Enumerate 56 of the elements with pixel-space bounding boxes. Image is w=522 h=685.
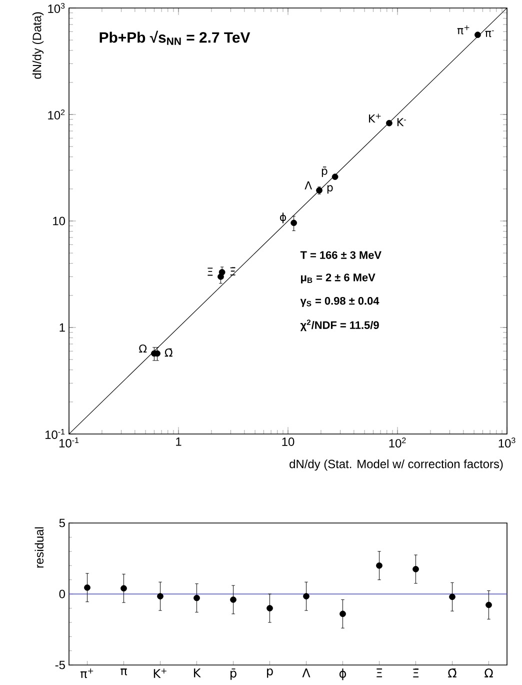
y-tick-label: 10$^{2}$ xyxy=(48,109,65,120)
point xyxy=(412,566,419,572)
y-tick-label: 0 xyxy=(59,590,66,598)
annotation: Pb+Pb √s$_{NN}$ = 2.7 TeV xyxy=(100,30,250,45)
annotation: K$^{-}$ xyxy=(397,118,406,126)
x-tick-label: ϕ xyxy=(339,668,346,680)
annotation: Λ xyxy=(304,181,312,190)
point xyxy=(194,594,200,602)
x-tick-label: K xyxy=(194,668,201,678)
annotation: π$^{+}$ xyxy=(457,25,470,34)
x-axis-title: dN/dy (Stat. Model w/ correction factors) xyxy=(290,459,503,471)
point xyxy=(486,602,492,608)
point xyxy=(376,562,382,569)
x-tick-label: 10$^{3}$ xyxy=(498,438,516,448)
annotation: K$^{+}$ xyxy=(369,114,381,123)
annotation: μ$_{B}$ = 2 ± 6 MeV xyxy=(301,274,376,284)
point xyxy=(230,596,236,603)
x-tick-label: Ω xyxy=(484,668,493,678)
y-tick-label: 1 xyxy=(60,323,65,332)
annotation: Ξ̄ xyxy=(230,267,236,276)
point xyxy=(303,593,310,600)
x-tick-label: Ξ̄ xyxy=(413,668,419,678)
x-tick-label: 10 xyxy=(282,438,294,446)
y-tick-label: 5 xyxy=(59,518,65,528)
annotation: ϕ xyxy=(280,212,286,224)
annotation: p xyxy=(327,185,333,194)
annotation: γ$_{S}$ = 0.98 ± 0.04 xyxy=(300,296,380,307)
annotation: T = 166 ± 3 MeV xyxy=(300,251,382,259)
x-tick-label: 10$^{2}$ xyxy=(389,438,406,448)
y-tick-label: 10$^{3}$ xyxy=(48,2,65,13)
y-tick-label: -5 xyxy=(55,660,65,670)
x-tick-label: p xyxy=(267,668,273,678)
y-tick-label: 10 xyxy=(53,216,66,226)
x-tick-label: p̄ xyxy=(230,668,236,680)
point xyxy=(266,605,273,612)
point xyxy=(120,585,127,592)
x-tick-label: K$^{+}$ xyxy=(154,668,166,678)
x-tick-label: π xyxy=(120,668,128,676)
annotation: Ω̄ xyxy=(164,348,172,357)
y-axis-title: dN/dy (Data) xyxy=(32,12,44,79)
annotation: χ$^{2}$/NDF = 11.5/9 xyxy=(300,320,379,332)
x-tick-label: Ω̄ xyxy=(448,668,456,678)
x-tick-label: π$^{+}$ xyxy=(80,668,94,678)
annotation: π$^{-}$ xyxy=(485,30,494,38)
x-tick-label: 1 xyxy=(176,438,182,446)
annotation: Ω xyxy=(139,344,147,353)
y-tick-label: 10$^{-1}$ xyxy=(46,429,65,439)
x-tick-label: Ξ xyxy=(376,668,382,678)
annotation: p̄ xyxy=(322,166,328,178)
point xyxy=(340,610,346,618)
annotation: Ξ xyxy=(208,268,213,276)
y-axis-title: residual xyxy=(34,527,44,568)
point xyxy=(84,584,90,591)
x-tick-label: Λ xyxy=(302,668,310,678)
point xyxy=(449,594,456,600)
point xyxy=(157,593,164,600)
